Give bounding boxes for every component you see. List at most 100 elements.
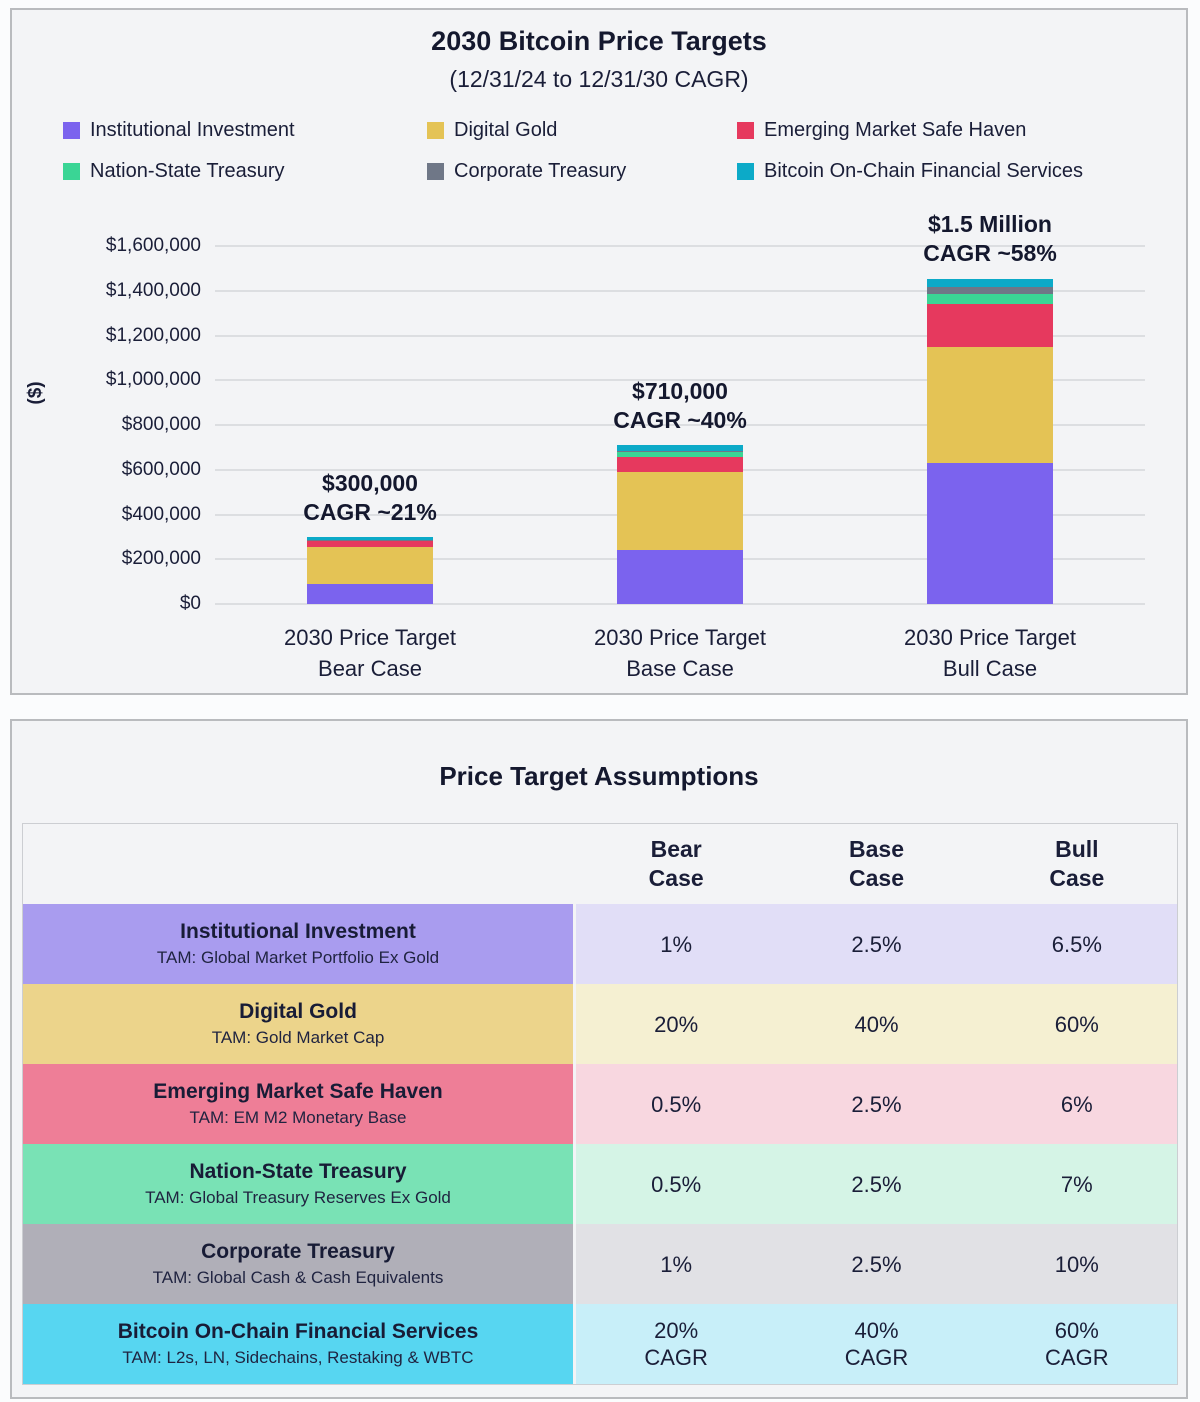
- value-cell: 40%: [776, 984, 977, 1064]
- row-tam: TAM: Global Market Portfolio Ex Gold: [156, 948, 440, 967]
- y-axis-tick-label: $1,400,000: [105, 279, 201, 301]
- legend-item: Digital Gold: [427, 119, 737, 142]
- value-cell: 20%: [576, 984, 777, 1064]
- legend-label: Corporate Treasury: [454, 160, 627, 182]
- value-cell: 20% CAGR: [576, 1304, 777, 1384]
- row-label-cell: Institutional Investment TAM: Global Mark…: [23, 904, 576, 984]
- legend-swatch-icon: [737, 163, 754, 180]
- y-axis-tick-label: $0: [179, 593, 201, 614]
- value-line: 7%: [1060, 1171, 1093, 1197]
- column-header-line: Bear: [650, 836, 702, 862]
- legend-label: Digital Gold: [454, 119, 558, 141]
- legend-label: Institutional Investment: [90, 119, 295, 141]
- value-cell: 1%: [576, 904, 777, 984]
- legend-swatch-icon: [737, 122, 754, 139]
- bar-segment: [617, 452, 743, 457]
- row-label-cell: Bitcoin On-Chain Financial Services TAM: …: [23, 1304, 576, 1384]
- row-tam: TAM: L2s, LN, Sidechains, Restaking & WB…: [122, 1348, 474, 1367]
- column-header-line: Base: [849, 836, 904, 862]
- bar-segment: [927, 346, 1053, 464]
- bar-segment: [617, 451, 743, 453]
- chart-title: 2030 Bitcoin Price Targets: [431, 26, 767, 56]
- bar-annotation: $1.5 Million CAGR ~58%: [923, 210, 1057, 268]
- value-line: 1%: [660, 931, 693, 957]
- value-line: 6.5%: [1051, 931, 1102, 957]
- row-tam: TAM: Gold Market Cap: [211, 1028, 385, 1047]
- value-line: 20%: [654, 1011, 699, 1037]
- stacked-bar: [617, 445, 743, 604]
- row-name: Institutional Investment: [180, 920, 416, 943]
- bar-columns: $300,000 CAGR ~21% $710,000 CAGR ~40% $1.5 M…: [215, 211, 1145, 604]
- value-cell: 0.5%: [576, 1144, 777, 1224]
- bar-segment: [617, 550, 743, 604]
- annotation-line: $710,000: [632, 378, 728, 405]
- annotation-line: CAGR ~40%: [613, 407, 747, 434]
- value-line: 60%: [1054, 1011, 1099, 1037]
- row-name: Digital Gold: [239, 1000, 357, 1023]
- bar-segment: [927, 463, 1053, 604]
- value-cell: 2.5%: [776, 904, 977, 984]
- column-header-line: Bull: [1055, 836, 1099, 862]
- legend-item: Corporate Treasury: [427, 160, 737, 183]
- value-line: 1%: [660, 1251, 693, 1277]
- table-row: Corporate Treasury TAM: Global Cash & Cas…: [23, 1224, 1177, 1304]
- row-name: Bitcoin On-Chain Financial Services: [117, 1320, 479, 1343]
- row-name: Nation-State Treasury: [189, 1160, 407, 1183]
- value-line: 2.5%: [851, 1171, 902, 1197]
- stacked-bar: [307, 536, 433, 604]
- table-title: Price Target Assumptions: [439, 761, 759, 791]
- stacked-bar: [927, 278, 1053, 604]
- x-axis-labels: 2030 Price Target Bear Case 2030 Price Tar…: [215, 622, 1145, 684]
- x-axis-label-line: Base Case: [626, 656, 734, 681]
- table-row: Digital Gold TAM: Gold Market Cap 20% 40% 60…: [23, 984, 1177, 1064]
- gridline: [215, 379, 1145, 382]
- value-line: 40%: [854, 1318, 899, 1343]
- row-tam: TAM: Global Cash & Cash Equivalents: [152, 1268, 444, 1287]
- gridline: [215, 289, 1145, 292]
- y-axis-tick-label: $1,000,000: [105, 369, 201, 391]
- assumptions-panel: Price Target Assumptions Bear Case Base Cas…: [10, 719, 1188, 1399]
- value-line: 6%: [1060, 1091, 1093, 1117]
- row-tam: TAM: Global Treasury Reserves Ex Gold: [145, 1188, 451, 1207]
- y-axis-tick-label: $200,000: [121, 548, 201, 570]
- table-row: Institutional Investment TAM: Global Mark…: [23, 904, 1177, 984]
- value-cell: 0.5%: [576, 1064, 777, 1144]
- row-name: Emerging Market Safe Haven: [153, 1080, 443, 1103]
- bar-segment: [617, 456, 743, 472]
- x-axis-label-line: 2030 Price Target: [903, 625, 1077, 650]
- legend-swatch-icon: [427, 122, 444, 139]
- row-label-cell: Nation-State Treasury TAM: Global Treasur…: [23, 1144, 576, 1224]
- bar-segment: [617, 445, 743, 452]
- row-label-cell: Emerging Market Safe Haven TAM: EM M2 Mon…: [23, 1064, 576, 1144]
- gridline: [215, 334, 1145, 337]
- bar-segment: [307, 536, 433, 541]
- bar-column: $300,000 CAGR ~21%: [215, 246, 525, 604]
- value-cell: 1%: [576, 1224, 777, 1304]
- value-cell: 60%: [976, 984, 1177, 1064]
- x-axis-label: 2030 Price Target Base Case: [525, 622, 835, 684]
- bar-segment: [927, 304, 1053, 347]
- value-cell: 7%: [976, 1144, 1177, 1224]
- annotation-line: $1.5 Million: [928, 211, 1052, 238]
- table-header-row: Bear Case Base Case Bull Case: [23, 824, 1177, 904]
- gridline: [215, 424, 1145, 426]
- column-header-line: Case: [1049, 865, 1105, 891]
- row-label-cell: Digital Gold TAM: Gold Market Cap: [23, 984, 576, 1064]
- row-label-cell: Corporate Treasury TAM: Global Cash & Cas…: [23, 1224, 576, 1304]
- y-axis-tick-label: $1,600,000: [105, 235, 201, 256]
- y-axis-tick-label: $400,000: [121, 503, 201, 525]
- legend-item: Institutional Investment: [63, 119, 427, 142]
- x-axis-label: 2030 Price Target Bull Case: [835, 622, 1145, 684]
- value-line: 40%: [854, 1011, 899, 1037]
- bar-annotation: $710,000 CAGR ~40%: [613, 377, 747, 435]
- value-line: 2.5%: [851, 931, 902, 957]
- chart-panel: 2030 Bitcoin Price Targets (12/31/24 to …: [10, 8, 1188, 695]
- legend-item: Emerging Market Safe Haven: [737, 119, 1166, 142]
- legend-swatch-icon: [63, 163, 80, 180]
- legend-swatch-icon: [427, 163, 444, 180]
- chart-subtitle: (12/31/24 to 12/31/30 CAGR): [449, 66, 749, 92]
- value-cell: 60% CAGR: [976, 1304, 1177, 1384]
- column-header: Bull Case: [977, 824, 1177, 904]
- value-line: 2.5%: [851, 1091, 902, 1117]
- value-cell: 2.5%: [776, 1224, 977, 1304]
